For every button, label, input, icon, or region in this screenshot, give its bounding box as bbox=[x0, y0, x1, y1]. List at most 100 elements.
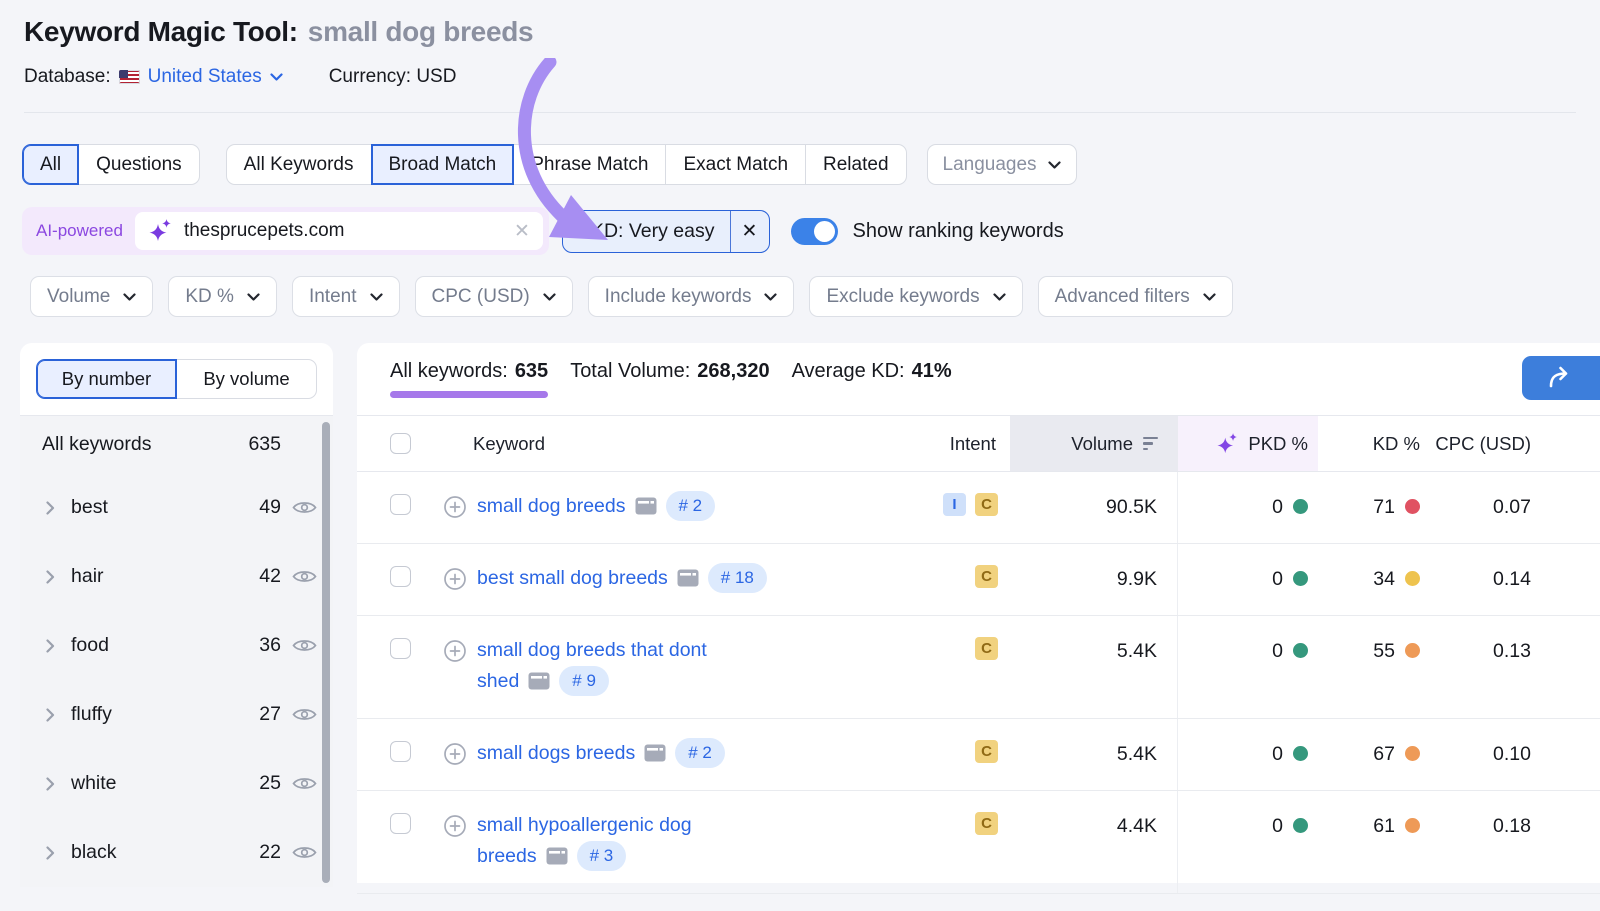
keyword-column-header[interactable]: Keyword bbox=[473, 432, 545, 454]
kd-value: 71 bbox=[1318, 472, 1428, 543]
chevron-down-icon bbox=[764, 292, 778, 301]
eye-icon[interactable] bbox=[292, 844, 317, 861]
tab-all-keywords[interactable]: All Keywords bbox=[225, 144, 372, 185]
pkd-number: 0 bbox=[1272, 496, 1283, 518]
serp-preview-icon[interactable] bbox=[546, 844, 568, 875]
group-count: 42 bbox=[259, 565, 281, 587]
volume-value: 5.4K bbox=[1010, 719, 1178, 790]
pkd-number: 0 bbox=[1272, 640, 1283, 662]
row-checkbox[interactable] bbox=[390, 494, 411, 515]
kd-column-header[interactable]: KD % bbox=[1372, 432, 1420, 454]
intent-badge-commercial: C bbox=[975, 565, 998, 588]
keyword-link[interactable]: small dog breeds that dont shed bbox=[477, 639, 707, 692]
tab-all[interactable]: All bbox=[22, 144, 80, 185]
pkd-column-header[interactable]: PKD % bbox=[1178, 416, 1318, 471]
pkd-value: 0 bbox=[1178, 616, 1318, 718]
select-all-checkbox[interactable] bbox=[390, 433, 411, 454]
tab-related[interactable]: Related bbox=[805, 144, 907, 185]
all-keywords-stat[interactable]: All keywords: 635 bbox=[390, 360, 549, 398]
intent-filter-dropdown[interactable]: Intent bbox=[291, 276, 400, 317]
serp-preview-icon[interactable] bbox=[644, 741, 666, 772]
serp-preview-icon[interactable] bbox=[635, 494, 657, 525]
row-checkbox[interactable] bbox=[390, 813, 411, 834]
add-to-list-icon[interactable] bbox=[443, 639, 467, 663]
serp-preview-icon[interactable] bbox=[528, 669, 550, 700]
tab-by-volume[interactable]: By volume bbox=[176, 359, 317, 399]
tab-phrase-match[interactable]: Phrase Match bbox=[513, 144, 667, 185]
eye-icon[interactable] bbox=[292, 775, 317, 792]
group-count: 635 bbox=[248, 433, 281, 455]
advanced-filters-dropdown[interactable]: Advanced filters bbox=[1037, 276, 1233, 317]
sidebar-item-best[interactable]: best 49 bbox=[20, 473, 333, 542]
keyword-link[interactable]: small hypoallergenic dog breeds bbox=[477, 814, 692, 867]
add-to-list-icon[interactable] bbox=[443, 567, 467, 591]
add-to-list-icon[interactable] bbox=[443, 495, 467, 519]
kd-filter-dropdown[interactable]: KD % bbox=[168, 276, 277, 317]
pkd-value: 0 bbox=[1178, 719, 1318, 790]
sidebar-item-hair[interactable]: hair 42 bbox=[20, 542, 333, 611]
clear-search-icon[interactable]: ✕ bbox=[514, 220, 530, 242]
row-checkbox[interactable] bbox=[390, 741, 411, 762]
show-ranking-keywords-toggle[interactable] bbox=[790, 217, 838, 245]
sidebar-item-food[interactable]: food 36 bbox=[20, 611, 333, 680]
add-to-list-icon[interactable] bbox=[443, 742, 467, 766]
keyword-group-list: All keywords 635 best 49 hair 42 bbox=[20, 416, 333, 887]
average-kd-value: 41% bbox=[911, 360, 952, 382]
group-count: 27 bbox=[259, 703, 281, 725]
content-area: By number By volume All keywords 635 bes… bbox=[0, 343, 1600, 894]
kd-status-dot bbox=[1405, 818, 1420, 833]
volume-column-header[interactable]: Volume bbox=[1010, 416, 1178, 471]
share-arrow-icon bbox=[1549, 366, 1568, 388]
sidebar-item-black[interactable]: black 22 bbox=[20, 818, 333, 887]
group-count: 25 bbox=[259, 772, 281, 794]
volume-value: 9.9K bbox=[1010, 544, 1178, 615]
database-selector[interactable]: United States bbox=[118, 66, 283, 88]
sidebar-scrollbar[interactable] bbox=[322, 422, 330, 883]
volume-value: 4.4K bbox=[1010, 791, 1178, 893]
sidebar-item-white[interactable]: white 25 bbox=[20, 749, 333, 818]
include-keywords-dropdown[interactable]: Include keywords bbox=[587, 276, 795, 317]
tab-by-number[interactable]: By number bbox=[36, 359, 177, 399]
kd-filter-label: KD % bbox=[185, 285, 234, 307]
keyword-link[interactable]: best small dog breeds bbox=[477, 567, 668, 589]
pkd-value: 0 bbox=[1178, 544, 1318, 615]
pkd-filter-label[interactable]: PKD: Very easy bbox=[563, 210, 731, 252]
languages-dropdown[interactable]: Languages bbox=[926, 144, 1077, 185]
eye-icon[interactable] bbox=[292, 499, 317, 516]
sidebar-item-all-keywords[interactable]: All keywords 635 bbox=[20, 416, 333, 473]
export-share-button[interactable] bbox=[1522, 356, 1600, 400]
pkd-number: 0 bbox=[1272, 815, 1283, 837]
pkd-value: 0 bbox=[1178, 472, 1318, 543]
sidebar-item-fluffy[interactable]: fluffy 27 bbox=[20, 680, 333, 749]
total-volume-value: 268,320 bbox=[697, 360, 770, 382]
cpc-value: 0.07 bbox=[1493, 496, 1531, 518]
table-row: small dogs breeds # 2 C 5.4K 0 67 0.10 bbox=[357, 719, 1600, 791]
pkd-header-label: PKD % bbox=[1248, 432, 1308, 454]
tab-broad-match[interactable]: Broad Match bbox=[370, 144, 515, 185]
eye-icon[interactable] bbox=[292, 568, 317, 585]
cpc-column-header[interactable]: CPC (USD) bbox=[1435, 432, 1531, 454]
average-kd-label: Average KD: bbox=[791, 360, 905, 382]
serp-preview-icon[interactable] bbox=[677, 566, 699, 597]
search-input[interactable]: thesprucepets.com ✕ bbox=[134, 212, 543, 250]
eye-icon[interactable] bbox=[292, 637, 317, 654]
chevron-down-icon bbox=[123, 292, 136, 301]
remove-pkd-filter-icon[interactable]: ✕ bbox=[741, 220, 758, 242]
kd-number: 71 bbox=[1373, 496, 1395, 518]
keyword-link[interactable]: small dog breeds bbox=[477, 495, 626, 517]
cpc-filter-dropdown[interactable]: CPC (USD) bbox=[414, 276, 573, 317]
keyword-link[interactable]: small dogs breeds bbox=[477, 742, 636, 764]
exclude-keywords-dropdown[interactable]: Exclude keywords bbox=[809, 276, 1023, 317]
tab-questions[interactable]: Questions bbox=[78, 144, 200, 185]
add-to-list-icon[interactable] bbox=[443, 814, 467, 838]
intent-column-header[interactable]: Intent bbox=[949, 432, 996, 454]
eye-icon[interactable] bbox=[292, 706, 317, 723]
row-checkbox[interactable] bbox=[390, 638, 411, 659]
volume-filter-dropdown[interactable]: Volume bbox=[30, 276, 154, 317]
average-kd-stat: Average KD: 41% bbox=[792, 360, 952, 383]
rank-badge: # 18 bbox=[707, 563, 767, 593]
tab-exact-match[interactable]: Exact Match bbox=[665, 144, 807, 185]
row-checkbox[interactable] bbox=[390, 566, 411, 587]
ai-powered-search: AI-powered thesprucepets.com ✕ bbox=[22, 207, 549, 255]
